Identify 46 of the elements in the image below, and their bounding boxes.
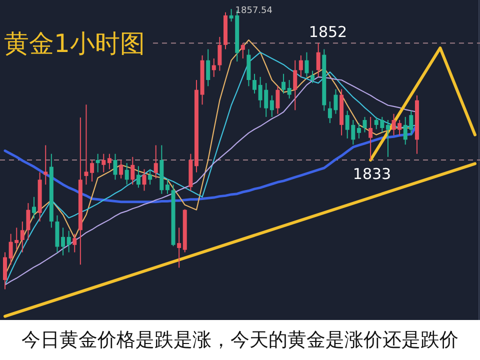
candlestick [282, 73, 286, 94]
candlestick [386, 120, 390, 158]
candlestick [362, 116, 367, 133]
candlestick [165, 178, 170, 194]
candlestick [72, 233, 77, 253]
candlestick [293, 60, 298, 111]
candlestick [148, 168, 152, 186]
candlestick [20, 221, 24, 253]
candlestick [368, 116, 373, 160]
candlestick [32, 196, 36, 219]
candlestick [102, 153, 106, 173]
candlestick [276, 86, 280, 114]
candlestick [270, 94, 274, 118]
candlestick [90, 160, 94, 182]
candlestick [177, 227, 182, 268]
candlestick [240, 42, 245, 59]
candlestick [26, 202, 30, 240]
text: 黄金1小时图 [4, 29, 145, 58]
candlestick [218, 36, 222, 72]
candlestick [61, 227, 66, 256]
candlestick [66, 230, 71, 253]
candlestick [124, 162, 129, 186]
candlestick [113, 153, 118, 180]
candlestick [298, 54, 303, 78]
candlestick [154, 144, 158, 179]
candlestick [84, 104, 88, 186]
candlestick [119, 160, 124, 179]
candlestick [130, 156, 135, 186]
candlestick [287, 80, 292, 99]
annotation: 1857.54 [235, 6, 273, 16]
text: 今日黄金价格是跌是涨，今天的黄金是涨价还是跌价 [22, 329, 458, 351]
candlestick [310, 70, 315, 84]
candlestick [107, 153, 112, 170]
ref-line-label: 1852 [308, 23, 348, 42]
candlestick [44, 144, 48, 186]
candlestick [252, 73, 257, 94]
ref-line-label: 1833 [352, 165, 392, 183]
candlestick [316, 42, 320, 78]
candlestick [142, 168, 146, 192]
candlestick [3, 252, 7, 290]
candlestick [136, 166, 140, 188]
candlestick [212, 58, 216, 78]
candlestick [304, 52, 309, 78]
candlestick [356, 122, 361, 139]
candlestick [96, 153, 100, 173]
candlestick [206, 48, 210, 87]
